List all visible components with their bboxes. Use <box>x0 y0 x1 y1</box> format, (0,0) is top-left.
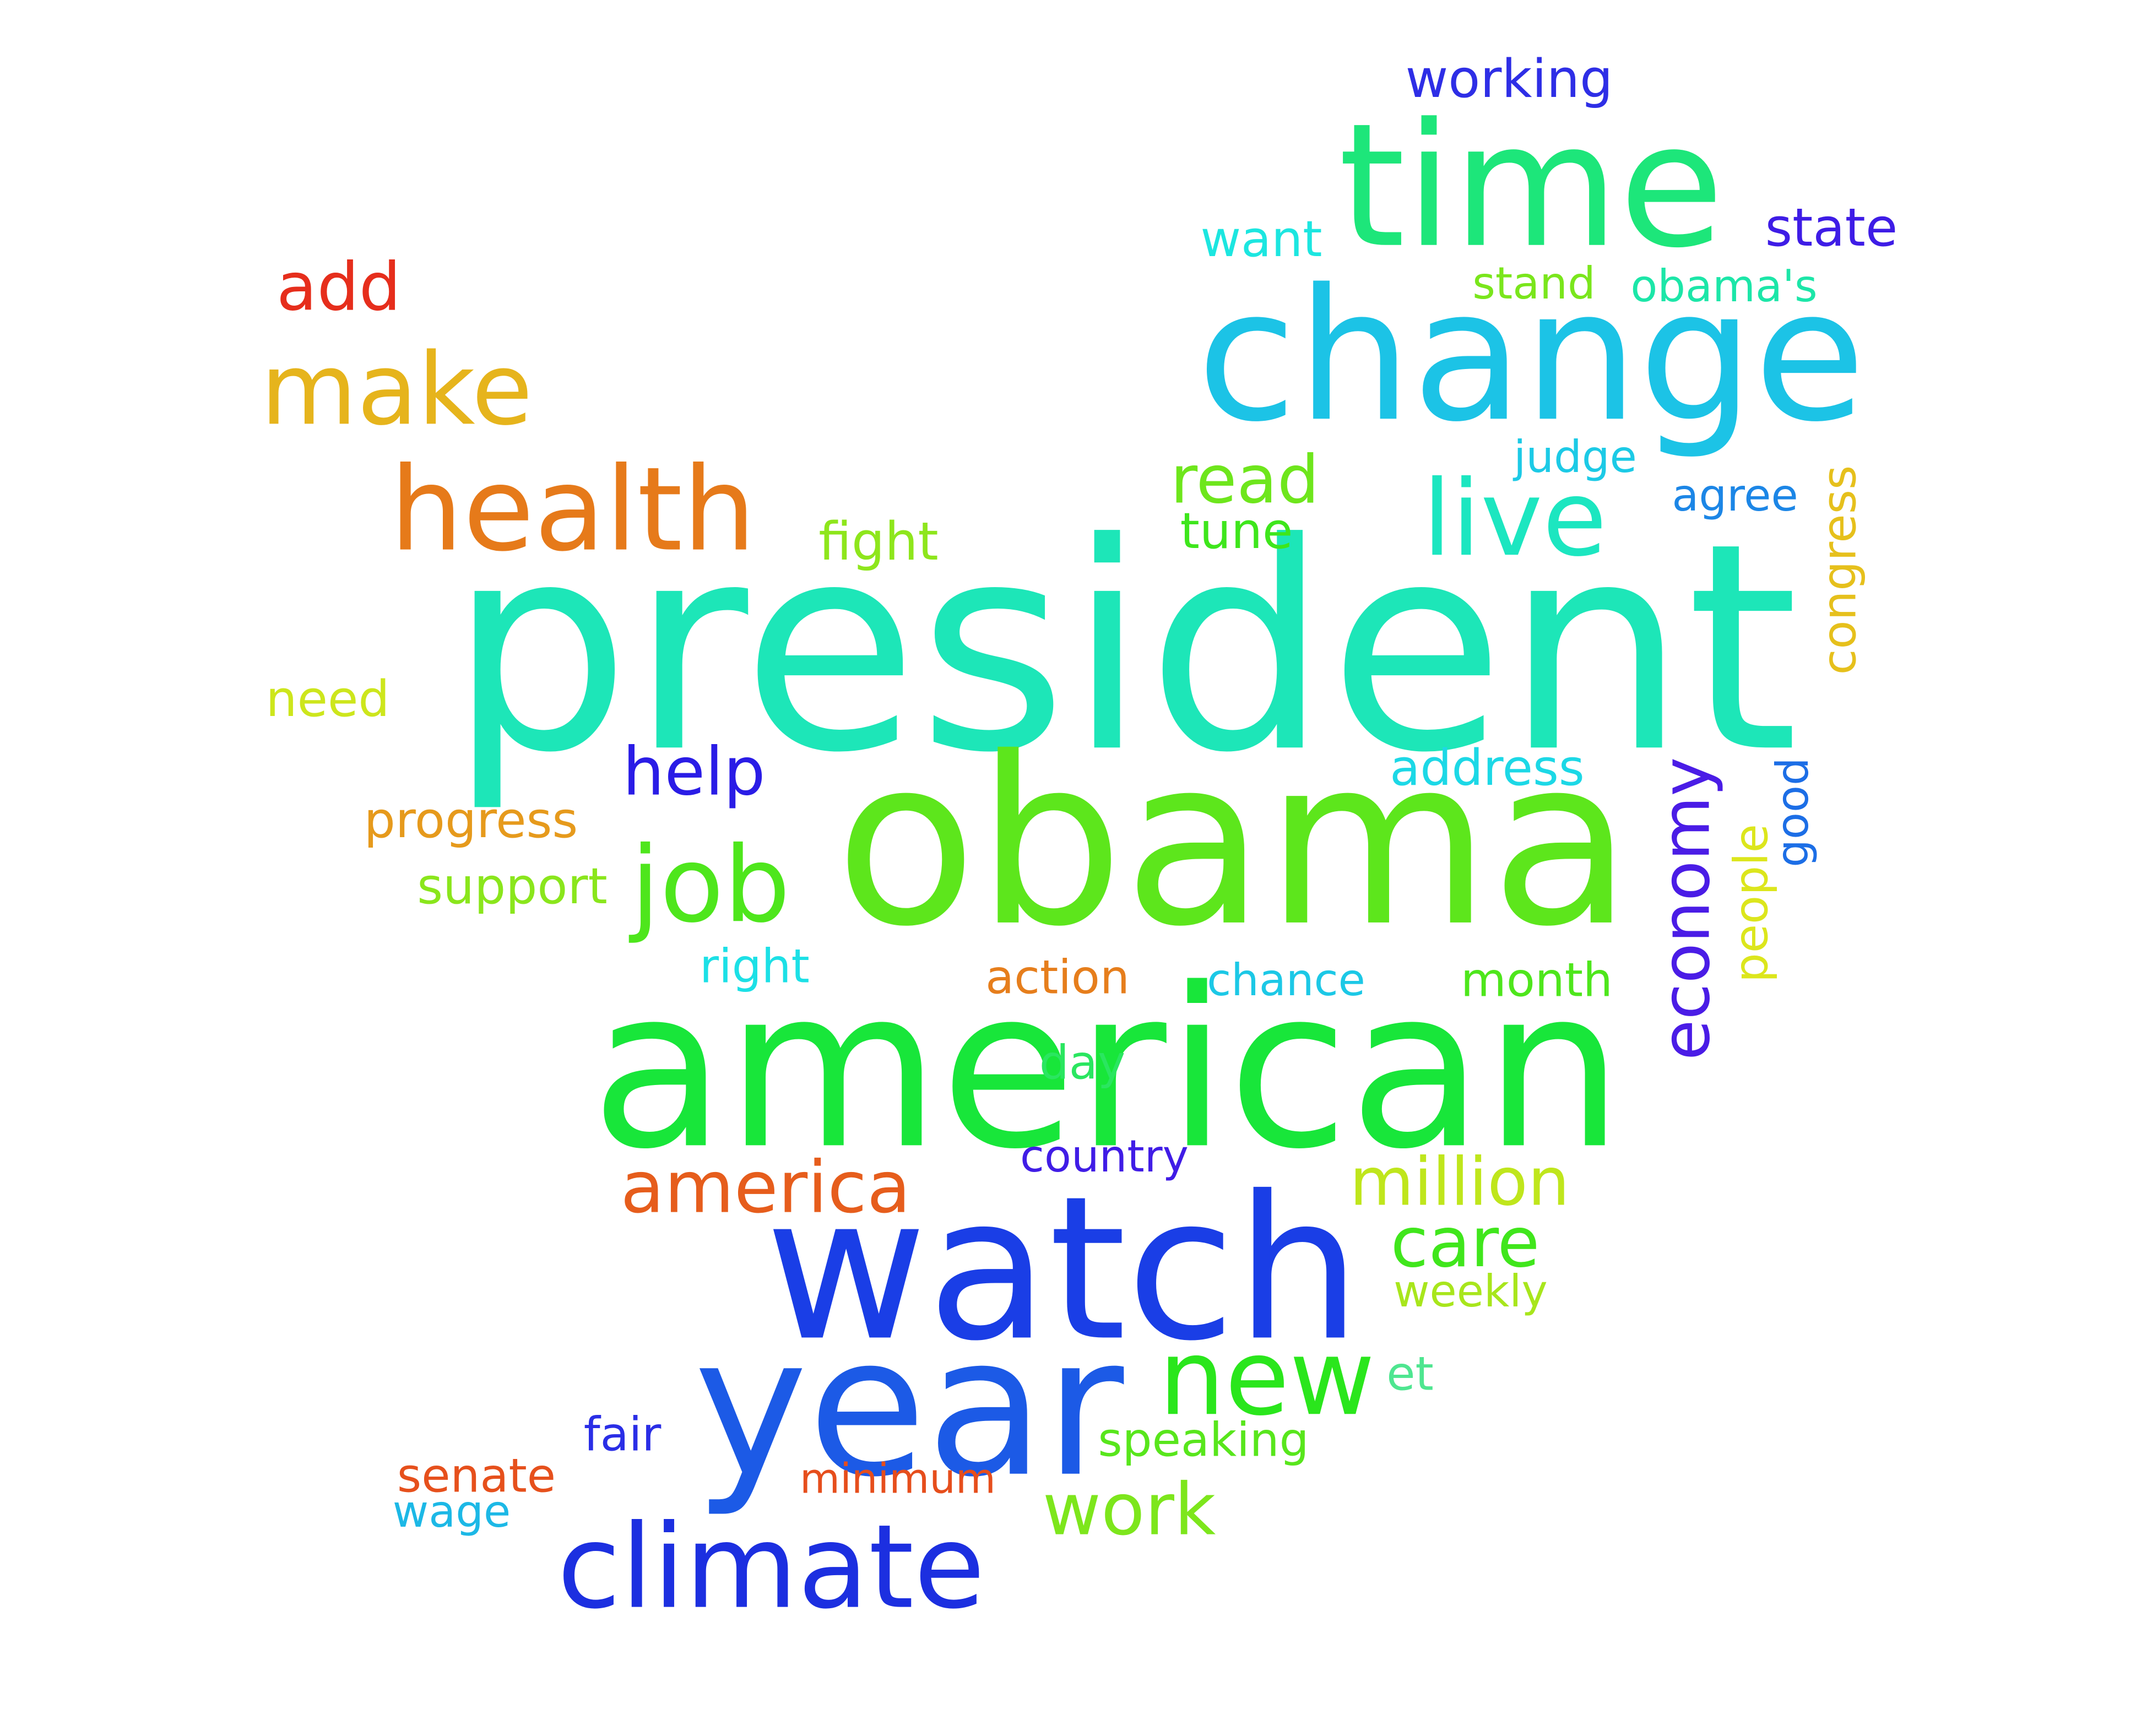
word-help: help <box>622 734 765 811</box>
word-care: care <box>1391 1203 1540 1283</box>
word-work: work <box>1043 1468 1216 1551</box>
word-et: et <box>1386 1347 1434 1401</box>
word-want: want <box>1200 210 1322 268</box>
word-minimum: minimum <box>800 1455 996 1503</box>
word-speaking: speaking <box>1098 1413 1309 1467</box>
word-country: country <box>1020 1131 1189 1182</box>
word-obama: obama <box>835 708 1632 978</box>
word-health: health <box>390 442 756 577</box>
word-fair: fair <box>584 1407 662 1462</box>
word-million: million <box>1349 1144 1570 1221</box>
word-new: new <box>1159 1317 1375 1439</box>
word-address: address <box>1390 739 1585 797</box>
word-president: president <box>448 481 1798 815</box>
word-congress: congress <box>1812 465 1867 675</box>
word-state: state <box>1765 198 1898 258</box>
word-obamas: obama's <box>1630 261 1817 312</box>
word-tune: tune <box>1180 502 1293 560</box>
word-american: american <box>591 941 1624 1197</box>
word-add: add <box>276 249 401 326</box>
word-read: read <box>1170 442 1319 519</box>
word-year: year <box>694 1295 1126 1520</box>
word-time: time <box>1338 87 1724 286</box>
word-senate: senate <box>397 1449 556 1503</box>
word-action: action <box>985 950 1130 1005</box>
word-day: day <box>1039 1035 1125 1090</box>
word-month: month <box>1461 953 1613 1007</box>
word-good: good <box>1767 757 1818 867</box>
word-support: support <box>417 858 608 915</box>
word-weekly: weekly <box>1394 1266 1548 1317</box>
word-progress: progress <box>364 791 578 849</box>
word-agree: agree <box>1672 470 1798 521</box>
word-job: job <box>628 824 790 946</box>
word-economy: economy <box>1649 757 1725 1061</box>
word-chance: chance <box>1207 954 1365 1006</box>
word-fight: fight <box>818 512 939 572</box>
word-need: need <box>266 670 390 728</box>
word-make: make <box>261 332 533 447</box>
word-right: right <box>700 939 810 994</box>
word-people: people <box>1724 824 1779 983</box>
word-live: live <box>1423 458 1607 579</box>
word-watch: watch <box>765 1153 1361 1384</box>
word-stand: stand <box>1472 258 1596 309</box>
word-climate: climate <box>557 1500 985 1635</box>
word-working: working <box>1406 49 1613 110</box>
word-america: america <box>621 1146 911 1229</box>
word-judge: judge <box>1512 431 1637 482</box>
word-change: change <box>1197 250 1866 462</box>
word-wage: wage <box>393 1486 511 1537</box>
